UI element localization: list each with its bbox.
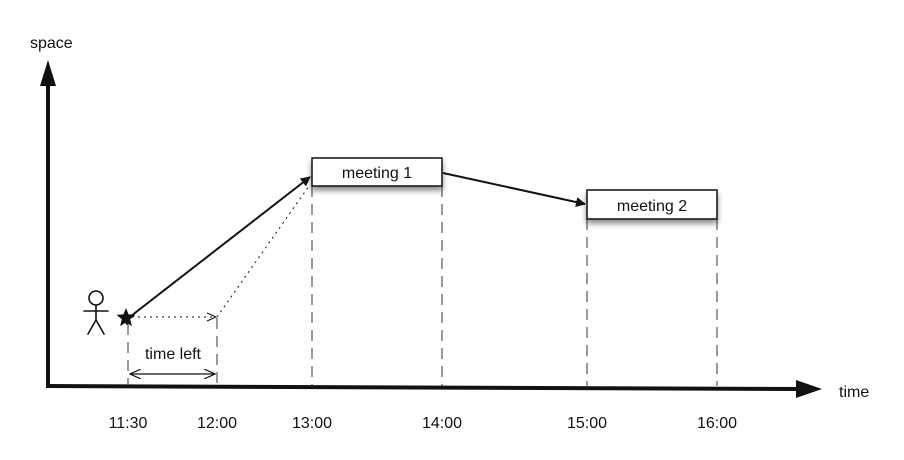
meeting-box-2: meeting 2	[586, 189, 718, 220]
tick-label: 13:00	[292, 415, 332, 432]
y-axis-label: space	[30, 35, 73, 52]
travel-arrow-to-meeting-2	[442, 172, 586, 207]
tick-label: 16:00	[697, 415, 737, 432]
time-left-annotation: time left	[130, 346, 215, 374]
meeting-label: meeting 2	[617, 198, 687, 215]
tick-labels: 11:30 12:00 13:00 14:00 15:00 16:00	[109, 415, 738, 432]
x-axis-arrow-icon	[796, 380, 822, 398]
time-left-label: time left	[145, 346, 202, 363]
tick-label: 14:00	[422, 415, 462, 432]
axes: space time	[30, 35, 869, 401]
tick-label: 11:30	[109, 415, 148, 432]
x-axis-label: time	[839, 384, 869, 401]
dotted-path	[132, 185, 310, 318]
tick-label: 15:00	[567, 415, 607, 432]
stick-figure-icon	[83, 290, 109, 335]
travel-arrow-to-meeting-1	[120, 176, 311, 326]
time-guides	[127, 186, 718, 386]
meeting-label: meeting 1	[342, 165, 412, 182]
tick-label: 12:00	[197, 415, 237, 432]
x-axis	[45, 384, 801, 391]
meeting-box-1: meeting 1	[311, 157, 443, 187]
star-icon	[116, 308, 136, 327]
late-travel-line	[216, 185, 310, 318]
y-axis-arrow-icon	[40, 60, 56, 86]
travel-arrows	[120, 172, 586, 326]
